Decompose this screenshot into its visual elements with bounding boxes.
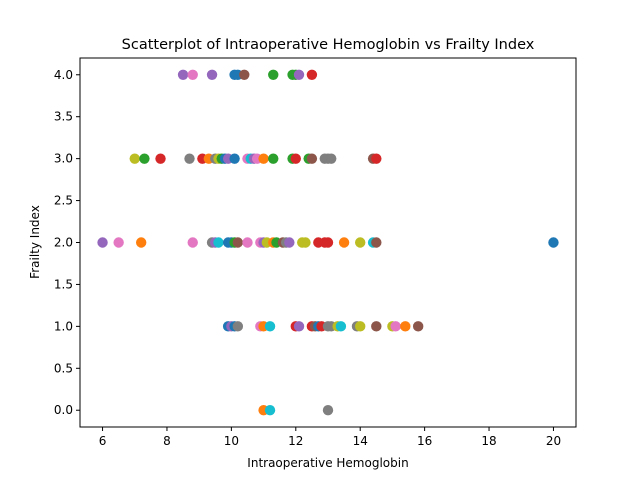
data-point: [293, 321, 305, 332]
data-point: [306, 153, 318, 164]
x-axis-ticks: 6 8 10 12 14 16 18 20: [99, 427, 561, 448]
data-point: [371, 321, 382, 332]
data-point: [355, 237, 366, 248]
y-tick-label: 2.5: [54, 194, 73, 208]
data-point: [326, 153, 337, 164]
data-point: [232, 321, 244, 332]
y-tick-label: 1.0: [54, 319, 73, 333]
data-point: [242, 237, 253, 248]
data-point: [239, 69, 250, 80]
y-tick-label: 3.5: [54, 110, 73, 124]
chart-title: Scatterplot of Intraoperative Hemoglobin…: [122, 37, 535, 53]
y-tick-label: 4.0: [54, 68, 73, 82]
data-point: [335, 321, 347, 332]
data-point: [371, 153, 382, 164]
data-point: [322, 405, 334, 416]
y-tick-label: 1.5: [54, 277, 73, 291]
y-tick-label: 2.0: [54, 236, 73, 250]
data-point: [306, 69, 318, 80]
x-tick-label: 10: [224, 434, 239, 448]
data-point: [97, 237, 108, 248]
data-point: [187, 237, 198, 248]
x-tick-label: 20: [546, 434, 561, 448]
data-point: [177, 69, 189, 80]
x-tick-label: 14: [353, 434, 368, 448]
data-point: [213, 237, 224, 248]
y-axis-ticks: 0.0 0.5 1.0 1.5 2.0 2.5 3.0 3.5 4.0: [54, 68, 80, 417]
y-tick-label: 0.5: [54, 361, 73, 375]
x-axis-label: Intraoperative Hemoglobin: [247, 456, 408, 470]
plot-frame: [79, 57, 577, 428]
y-tick-label: 3.0: [54, 152, 73, 166]
data-point: [355, 321, 366, 332]
data-point: [155, 153, 166, 164]
data-point: [290, 153, 301, 164]
x-tick-label: 18: [481, 434, 496, 448]
data-point: [135, 237, 147, 248]
x-tick-label: 6: [99, 434, 107, 448]
data-point: [390, 321, 401, 332]
data-point: [264, 405, 276, 416]
data-point: [232, 237, 244, 248]
data-point: [400, 321, 411, 332]
data-point: [184, 153, 195, 164]
data-point: [412, 321, 424, 332]
data-points: [97, 69, 559, 416]
data-point: [264, 321, 276, 332]
data-point: [293, 69, 305, 80]
x-tick-label: 12: [288, 434, 303, 448]
data-point: [338, 237, 350, 248]
data-point: [371, 237, 382, 248]
data-point: [229, 153, 240, 164]
data-point: [139, 153, 150, 164]
x-tick-label: 8: [163, 434, 171, 448]
data-point: [268, 69, 279, 80]
data-point: [284, 237, 295, 248]
y-axis-label: Frailty Index: [28, 205, 42, 279]
data-point: [187, 69, 198, 80]
y-tick-label: 0.0: [54, 403, 73, 417]
x-tick-label: 16: [417, 434, 432, 448]
data-point: [129, 153, 140, 164]
data-point: [268, 153, 279, 164]
data-point: [548, 237, 559, 248]
data-point: [258, 153, 269, 164]
data-point: [113, 237, 124, 248]
data-point: [322, 237, 334, 248]
data-point: [300, 237, 311, 248]
data-point: [206, 69, 218, 80]
